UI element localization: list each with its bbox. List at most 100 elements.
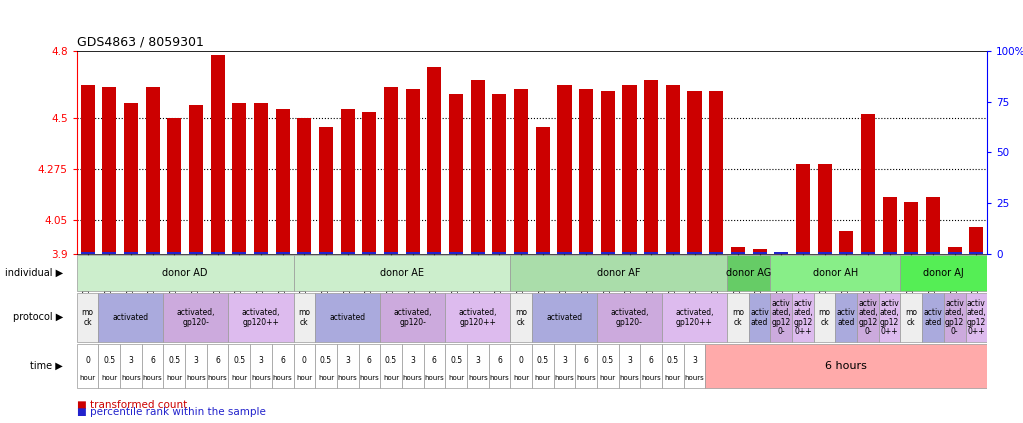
Bar	[77, 344, 98, 388]
Text: activated: activated	[546, 313, 582, 322]
Bar	[532, 344, 553, 388]
Text: mo
ck: mo ck	[516, 308, 527, 327]
Bar	[883, 253, 897, 254]
Bar	[185, 344, 207, 388]
Text: activ
ated: activ ated	[924, 308, 942, 327]
Bar	[597, 293, 662, 342]
Text: 0: 0	[519, 356, 524, 365]
Bar	[709, 91, 723, 254]
Text: activated,
gp120++: activated, gp120++	[675, 308, 714, 327]
Text: 6 hours: 6 hours	[826, 361, 868, 371]
Text: activ
ated: activ ated	[837, 308, 855, 327]
Bar	[727, 255, 770, 291]
Bar	[926, 198, 940, 254]
Text: 6: 6	[367, 356, 371, 365]
Text: 3: 3	[193, 356, 198, 365]
Text: activated: activated	[329, 313, 366, 322]
Bar	[836, 293, 857, 342]
Text: hour: hour	[535, 375, 550, 381]
Bar	[402, 344, 424, 388]
Bar	[211, 55, 225, 254]
Bar	[362, 112, 376, 254]
Text: 0.5: 0.5	[450, 356, 462, 365]
Bar	[466, 344, 489, 388]
Text: activ
ated,
gp12
0++: activ ated, gp12 0++	[793, 299, 813, 336]
Bar	[98, 344, 120, 388]
Text: ■ transformed count: ■ transformed count	[77, 400, 187, 410]
Text: activ
ated,
gp12
0++: activ ated, gp12 0++	[880, 299, 899, 336]
Text: hour: hour	[80, 375, 95, 381]
Bar	[553, 344, 575, 388]
Text: mo
ck: mo ck	[299, 308, 310, 327]
Bar	[666, 85, 680, 254]
Text: hours: hours	[554, 375, 574, 381]
Text: donor AG: donor AG	[726, 268, 771, 278]
Bar	[966, 293, 987, 342]
Text: activ
ated,
gp12
0++: activ ated, gp12 0++	[967, 299, 986, 336]
Text: hours: hours	[338, 375, 358, 381]
Bar	[883, 198, 897, 254]
Text: 3: 3	[476, 356, 480, 365]
Bar	[428, 253, 442, 254]
Bar	[817, 253, 832, 254]
Text: time ▶: time ▶	[31, 361, 63, 371]
Bar	[666, 253, 680, 254]
Bar	[817, 164, 832, 254]
Text: GDS4863 / 8059301: GDS4863 / 8059301	[77, 36, 204, 49]
Text: donor AH: donor AH	[813, 268, 858, 278]
Text: hour: hour	[318, 375, 335, 381]
Bar	[622, 85, 636, 254]
Text: 0.5: 0.5	[320, 356, 332, 365]
Bar	[947, 253, 962, 254]
Bar	[124, 253, 138, 254]
Text: hours: hours	[684, 375, 705, 381]
Bar	[124, 103, 138, 254]
Bar	[813, 293, 836, 342]
Bar	[358, 344, 381, 388]
Bar	[228, 293, 294, 342]
Bar	[77, 293, 98, 342]
Bar	[167, 253, 181, 254]
Text: hours: hours	[121, 375, 141, 381]
Bar	[254, 103, 268, 254]
Bar	[164, 344, 185, 388]
Bar	[341, 110, 355, 254]
Text: 6: 6	[215, 356, 220, 365]
Bar	[251, 344, 272, 388]
Bar	[730, 247, 745, 254]
Bar	[445, 344, 466, 388]
Text: hours: hours	[620, 375, 639, 381]
Text: 3: 3	[627, 356, 632, 365]
Text: hour: hour	[448, 375, 464, 381]
Bar	[792, 293, 813, 342]
Bar	[597, 344, 619, 388]
Bar	[315, 344, 337, 388]
Bar	[362, 253, 376, 254]
Bar	[774, 253, 789, 254]
Text: hour: hour	[599, 375, 616, 381]
Text: hours: hours	[273, 375, 293, 381]
Bar	[515, 253, 528, 254]
Bar	[749, 293, 770, 342]
Bar	[687, 91, 702, 254]
Bar	[944, 293, 966, 342]
Text: mo
ck: mo ck	[818, 308, 831, 327]
Text: hours: hours	[403, 375, 422, 381]
Text: activated,
gp120-: activated, gp120-	[611, 308, 649, 327]
Text: hours: hours	[186, 375, 206, 381]
Bar	[709, 253, 723, 254]
Bar	[970, 253, 983, 254]
Bar	[298, 118, 311, 254]
Bar	[381, 344, 402, 388]
Text: 6: 6	[584, 356, 588, 365]
Bar	[449, 253, 463, 254]
Text: mo
ck: mo ck	[731, 308, 744, 327]
Bar	[384, 253, 398, 254]
Text: activ
ated,
gp12
0-: activ ated, gp12 0-	[858, 299, 878, 336]
Text: 3: 3	[562, 356, 567, 365]
Bar	[167, 118, 181, 254]
Text: 0.5: 0.5	[667, 356, 679, 365]
Bar	[904, 253, 919, 254]
Bar	[381, 293, 445, 342]
Bar	[706, 344, 987, 388]
